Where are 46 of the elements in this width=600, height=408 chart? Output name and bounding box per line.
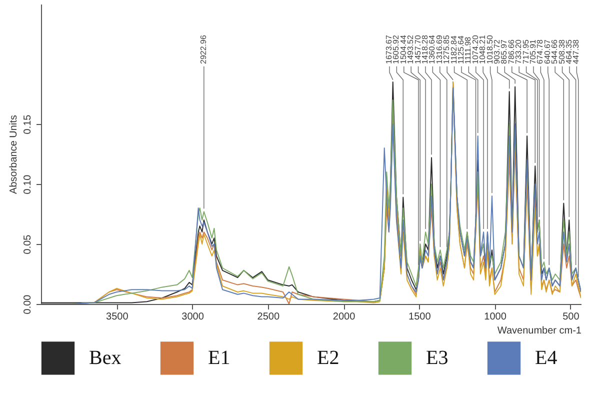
annotation: 1605.92 bbox=[392, 34, 401, 64]
x-tick-label: 3500 bbox=[106, 312, 129, 322]
legend-label: E2 bbox=[317, 347, 340, 370]
y-axis-title: Absorbance Units bbox=[8, 115, 20, 194]
annotation: 1673.67 bbox=[384, 34, 394, 64]
annotation: 1048.21 bbox=[478, 34, 488, 64]
annotation: 1275.85 bbox=[442, 34, 452, 64]
legend-label: Bex bbox=[89, 347, 122, 370]
annotation: 1418.28 bbox=[420, 34, 430, 64]
annotation: 1018.50 bbox=[485, 34, 494, 64]
annotation: 508.38 bbox=[557, 38, 566, 64]
legend-label: E4 bbox=[535, 347, 558, 370]
x-tick-label: 2500 bbox=[257, 312, 280, 322]
annotation: 674.78 bbox=[536, 38, 545, 64]
annotation: 1111.98 bbox=[464, 36, 473, 64]
annotation: 733.20 bbox=[514, 38, 524, 64]
annotation: 1360.64 bbox=[428, 34, 437, 64]
annotation: 1316.69 bbox=[434, 34, 444, 64]
y-tick-label: 0.15 bbox=[22, 114, 34, 134]
annotation: 705.91 bbox=[528, 38, 538, 64]
annotation: 865.97 bbox=[500, 38, 509, 64]
annotation: 1125.64 bbox=[456, 35, 466, 64]
annotation: 544.66 bbox=[550, 38, 560, 64]
x-tick-label: 1500 bbox=[408, 312, 432, 322]
x-tick-label: 500 bbox=[562, 312, 580, 322]
annotation: 1182.84 bbox=[449, 35, 458, 64]
annotation: 464.35 bbox=[564, 38, 574, 64]
annotation: 717.95 bbox=[521, 38, 530, 64]
annotation: 1074.20 bbox=[470, 34, 480, 64]
x-tick-label: 1000 bbox=[484, 312, 507, 322]
legend-label: E1 bbox=[208, 347, 230, 370]
y-tick-label: 0.00 bbox=[22, 294, 34, 314]
annotation: 786.66 bbox=[506, 38, 516, 64]
annotation: 2922.96 bbox=[198, 34, 208, 64]
y-tick-label: 0.05 bbox=[22, 234, 34, 254]
annotation: 447.38 bbox=[572, 38, 581, 64]
x-axis-title: Wavenumber cm-1 bbox=[497, 326, 582, 336]
annotation: 1493.52 bbox=[406, 34, 416, 64]
x-tick-label: 2000 bbox=[332, 312, 356, 322]
annotation: 903.72 bbox=[492, 38, 502, 64]
annotation: 640.67 bbox=[542, 38, 552, 64]
annotation: 1457.70 bbox=[413, 34, 422, 64]
x-tick-label: 3000 bbox=[182, 312, 204, 322]
annotation: 1504.44 bbox=[398, 34, 408, 64]
legend-label: E3 bbox=[426, 347, 448, 370]
y-tick-label: 0.10 bbox=[22, 174, 34, 194]
